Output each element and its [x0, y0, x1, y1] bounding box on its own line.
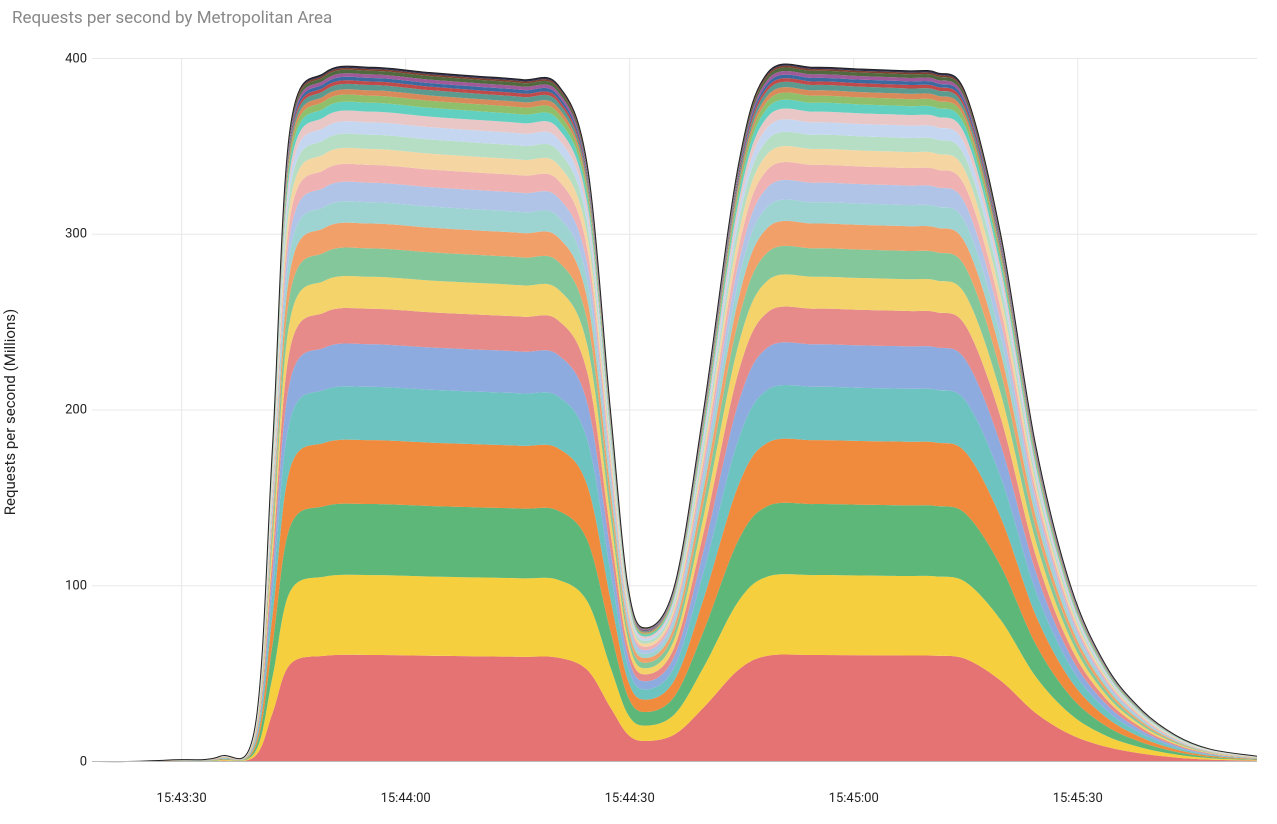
chart-plot-area — [92, 40, 1257, 780]
x-tick-label: 15:44:30 — [605, 791, 655, 806]
x-tick-label: 15:43:30 — [157, 791, 207, 806]
x-tick-label: 15:45:30 — [1053, 791, 1103, 806]
y-axis-label: Requests per second (Millions) — [1, 309, 19, 515]
x-tick-label: 15:44:00 — [381, 791, 431, 806]
y-tick-label: 400 — [47, 51, 87, 66]
y-tick-label: 300 — [47, 227, 87, 242]
x-tick-label: 15:45:00 — [829, 791, 879, 806]
y-tick-label: 200 — [47, 403, 87, 418]
y-tick-label: 0 — [47, 754, 87, 769]
y-tick-label: 100 — [47, 578, 87, 593]
chart-title: Requests per second by Metropolitan Area — [12, 8, 332, 28]
stacked-area-svg — [92, 40, 1257, 780]
